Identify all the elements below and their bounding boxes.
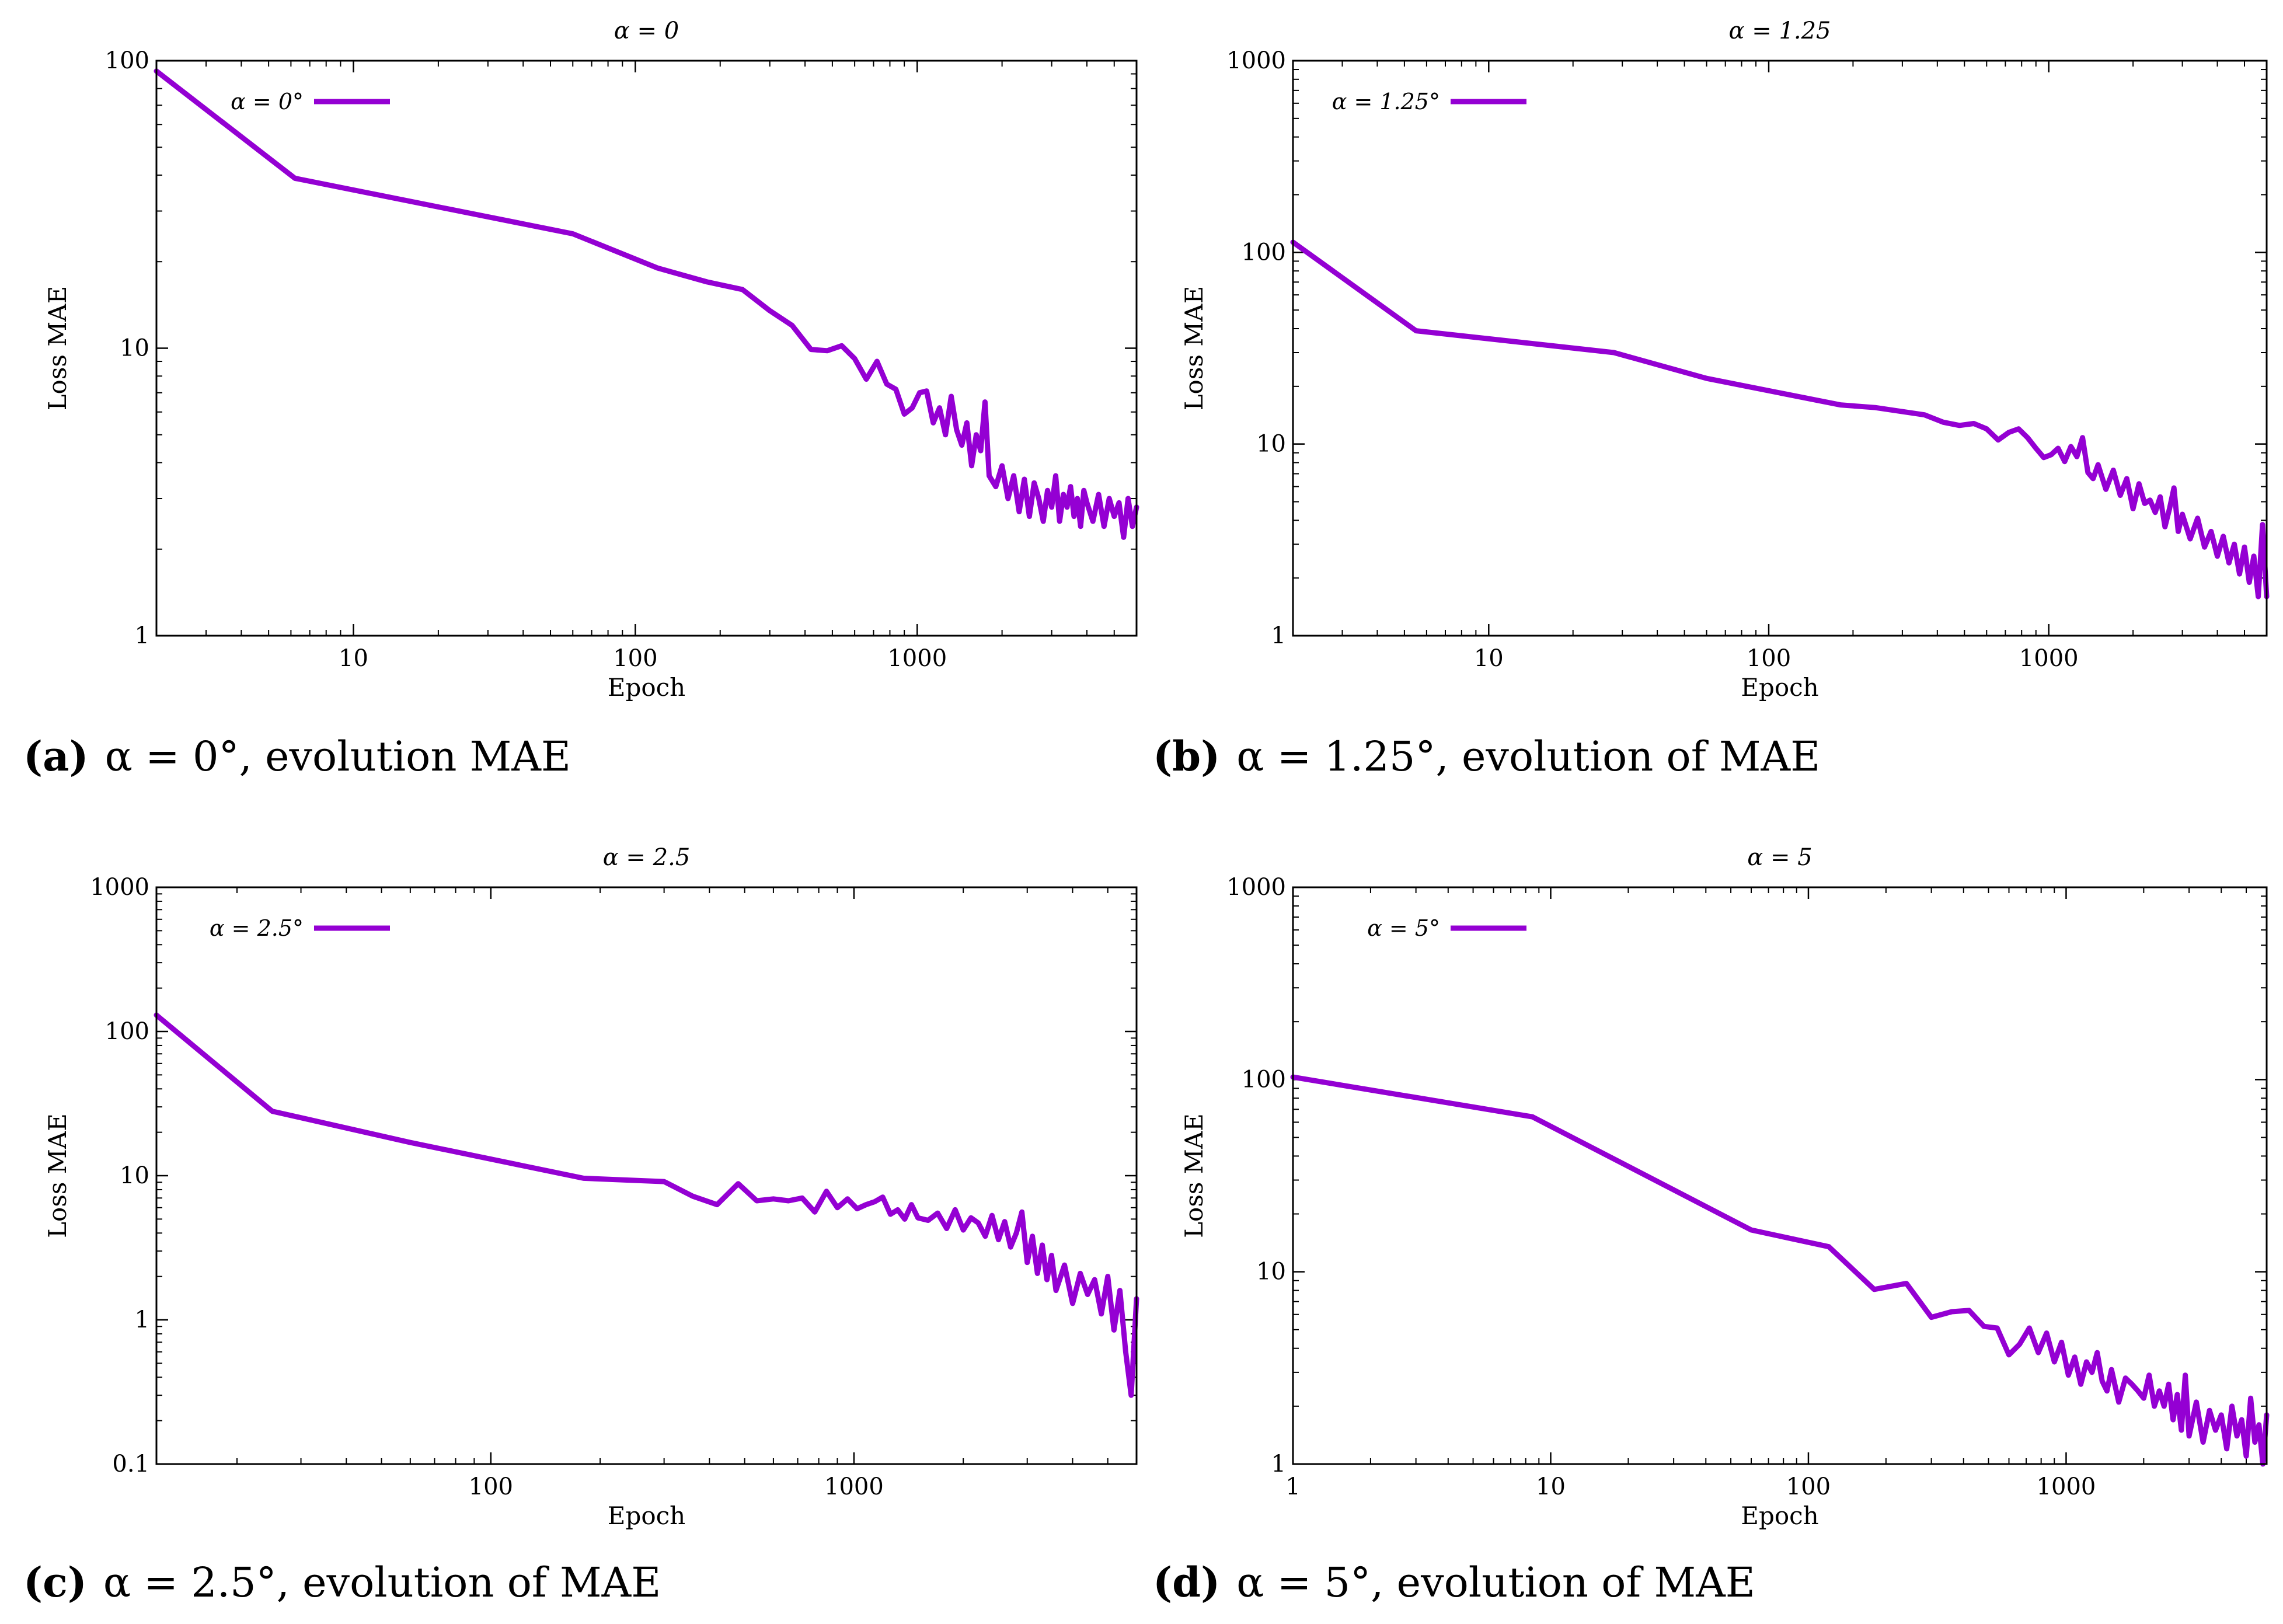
figure-caption: (c) α = 2.5°, evolution of MAE xyxy=(23,1558,661,1606)
plot-frame xyxy=(1292,60,2268,637)
legend-label: α = 1.25° xyxy=(1332,89,1440,114)
x-tick-label: 100 xyxy=(1747,645,1791,672)
y-axis-label: Loss MAE xyxy=(43,286,72,411)
y-tick-label: 1 xyxy=(1271,622,1286,649)
chart-panel-3: 100 1000 0.1 1 10 100 1000 α = 2.5° α = 2.5 Epoch… xyxy=(23,844,1139,1606)
x-tick-label: 1000 xyxy=(824,1473,884,1500)
legend-label: α = 2.5° xyxy=(210,915,304,941)
y-tick-label: 1 xyxy=(1271,1451,1286,1477)
y-tick-label: 100 xyxy=(105,47,149,74)
x-axis-label: Epoch xyxy=(1741,673,1818,702)
x-tick-label: 1 xyxy=(1285,1473,1300,1500)
figure-caption: (a) α = 0°, evolution MAE xyxy=(23,732,571,780)
figure-caption: (d) α = 5°, evolution of MAE xyxy=(1153,1558,1755,1606)
caption-label: (a) xyxy=(23,732,89,780)
chart-title: α = 5 xyxy=(1747,844,1812,871)
caption-label: (d) xyxy=(1153,1558,1220,1606)
y-axis-label: Loss MAE xyxy=(43,1113,72,1238)
series-line-1 xyxy=(1290,239,2270,600)
x-tick-label: 100 xyxy=(613,645,657,672)
y-tick-label: 10 xyxy=(120,335,149,362)
y-tick-label: 1000 xyxy=(1226,47,1286,74)
series-line-1 xyxy=(154,1012,1139,1398)
y-tick-label: 10 xyxy=(1256,1259,1286,1285)
chart-panel-4: 1 10 100 1000 1 10 100 1000 α = 5° α = 5 Epoch Loss… xyxy=(1153,844,2270,1606)
y-tick-label: 1000 xyxy=(90,874,149,901)
y-tick-label: 10 xyxy=(1256,431,1286,458)
y-tick-label: 0.1 xyxy=(112,1451,149,1477)
caption-text: α = 1.25°, evolution of MAE xyxy=(1236,733,1820,780)
series-line-1 xyxy=(154,68,1139,540)
x-tick-label: 1000 xyxy=(887,645,947,672)
x-tick-label: 100 xyxy=(1786,1473,1831,1500)
y-tick-label: 100 xyxy=(1242,1066,1286,1093)
x-axis-label: Epoch xyxy=(608,1501,685,1530)
y-tick-label: 1000 xyxy=(1226,874,1286,901)
plot-frame xyxy=(155,886,1138,1465)
legend-label: α = 5° xyxy=(1367,915,1440,941)
x-axis-label: Epoch xyxy=(608,673,685,702)
y-axis-label: Loss MAE xyxy=(1180,286,1208,411)
chart-panel-1: 10 100 1000 1 10 100 α = 0° α = 0 Epoch Loss MAE (… xyxy=(23,18,1139,780)
y-tick-label: 1 xyxy=(135,622,149,649)
y-tick-label: 100 xyxy=(105,1018,149,1045)
caption-label: (b) xyxy=(1153,732,1220,780)
series-line-1 xyxy=(1290,1074,2270,1467)
chart-title: α = 2.5 xyxy=(603,844,691,871)
y-axis-label: Loss MAE xyxy=(1180,1113,1208,1238)
figure-caption: (b) α = 1.25°, evolution of MAE xyxy=(1153,732,1820,780)
chart-title: α = 0 xyxy=(614,18,679,44)
x-tick-label: 1000 xyxy=(2019,645,2079,672)
caption-text: α = 2.5°, evolution of MAE xyxy=(103,1559,661,1606)
caption-text: α = 5°, evolution of MAE xyxy=(1236,1559,1755,1606)
x-tick-label: 10 xyxy=(1536,1473,1566,1500)
x-tick-label: 10 xyxy=(339,645,368,672)
chart-title: α = 1.25 xyxy=(1728,18,1831,44)
x-tick-label: 1000 xyxy=(2037,1473,2096,1500)
legend-label: α = 0° xyxy=(231,89,304,114)
x-tick-label: 100 xyxy=(469,1473,513,1500)
chart-panel-2: 10 100 1000 1 10 100 1000 α = 1.25° α = 1.25 Epoc… xyxy=(1153,18,2270,780)
caption-text: α = 0°, evolution MAE xyxy=(105,733,571,780)
x-tick-label: 10 xyxy=(1474,645,1504,672)
y-tick-label: 100 xyxy=(1242,239,1286,266)
plot-frame xyxy=(155,60,1138,637)
x-axis-label: Epoch xyxy=(1741,1501,1818,1530)
plot-frame xyxy=(1292,886,2268,1465)
caption-label: (c) xyxy=(23,1558,87,1606)
y-tick-label: 1 xyxy=(135,1306,149,1333)
y-tick-label: 10 xyxy=(120,1162,149,1189)
